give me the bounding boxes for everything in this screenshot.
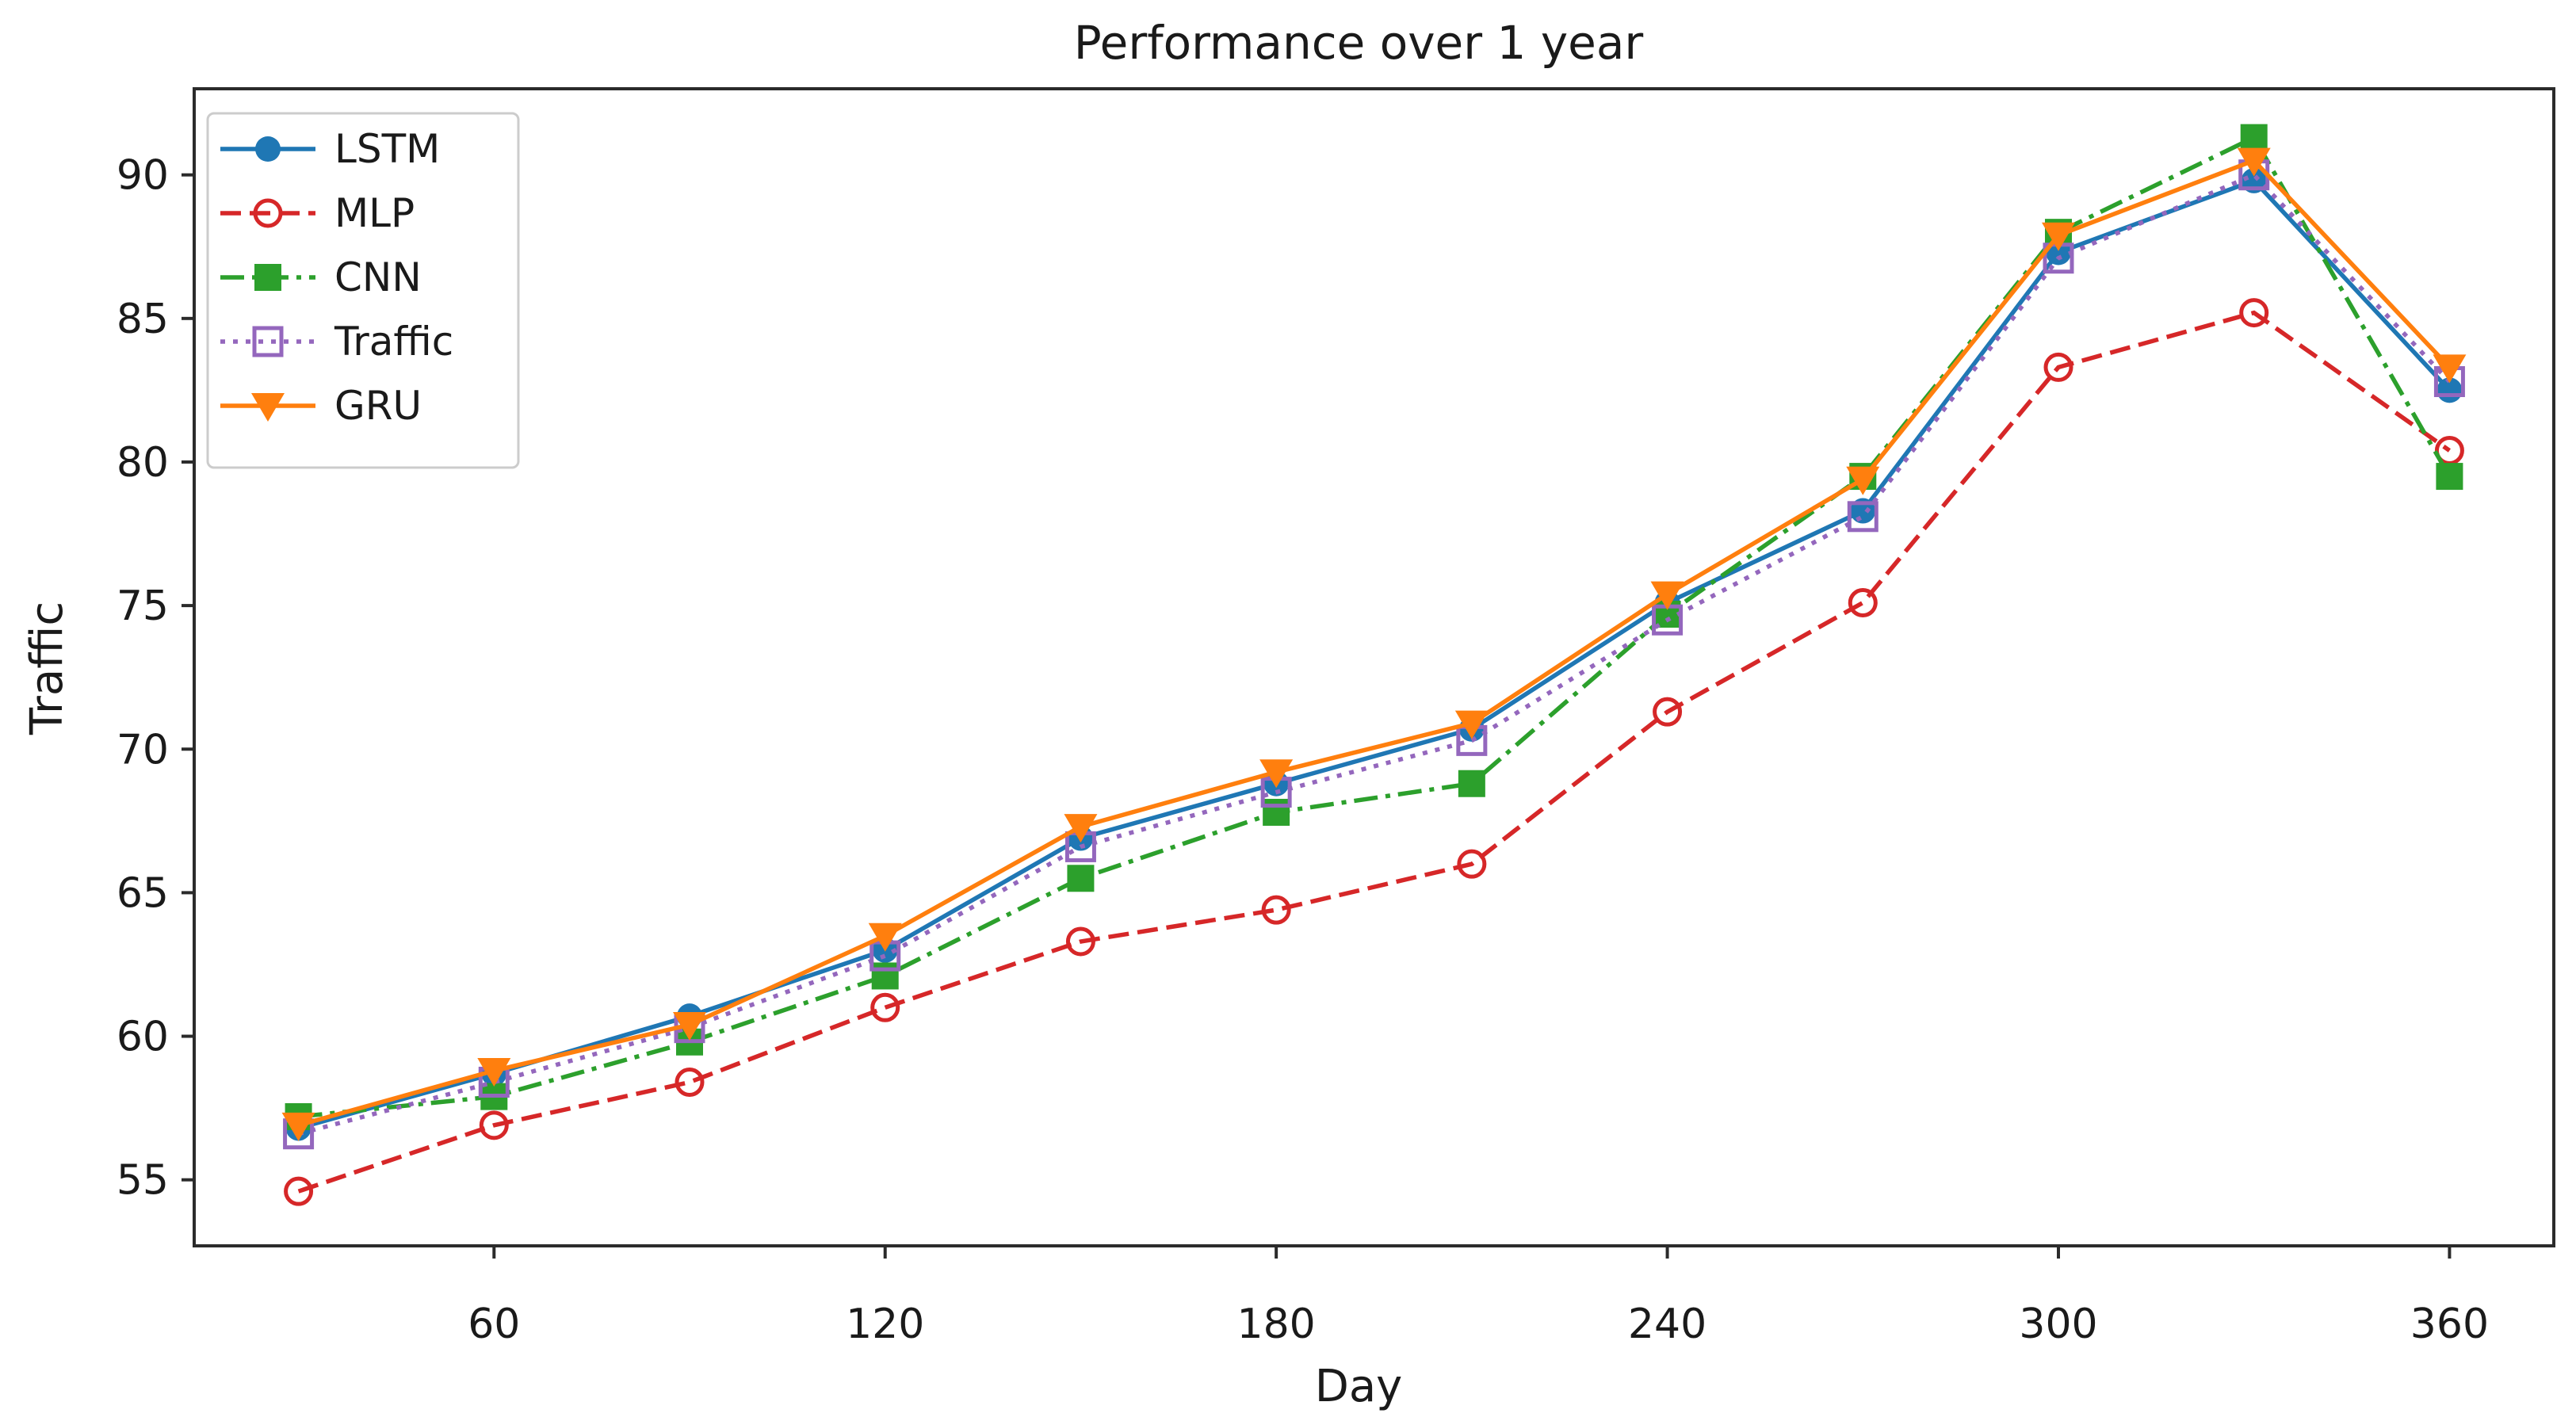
LSTM-marker <box>255 136 281 162</box>
x-tick-label: 180 <box>1237 1301 1316 1348</box>
CNN-marker <box>1263 798 1290 826</box>
legend-label-MLP: MLP <box>334 190 415 236</box>
GRU-marker <box>281 1112 315 1141</box>
GRU-marker <box>1650 581 1684 610</box>
y-tick-label: 60 <box>117 1014 169 1061</box>
CNN-marker <box>1067 865 1095 892</box>
y-tick-label: 90 <box>117 152 169 200</box>
x-tick-label: 240 <box>1628 1301 1707 1348</box>
GRU-marker <box>1064 814 1098 843</box>
y-tick-label: 55 <box>117 1157 169 1205</box>
GRU-marker <box>2237 147 2271 177</box>
GRU-marker <box>1454 710 1489 739</box>
CNN-line <box>298 135 2452 1119</box>
CNN-marker <box>2240 124 2268 151</box>
Traffic-line <box>297 172 2452 1136</box>
y-tick-label: 75 <box>117 583 169 630</box>
MLP-marker <box>675 1067 705 1097</box>
y-tick-label: 80 <box>117 439 169 487</box>
GRU-marker <box>2041 222 2075 251</box>
legend-label-GRU: GRU <box>334 383 422 429</box>
GRU-marker <box>2433 354 2467 384</box>
GRU-marker <box>251 393 285 422</box>
GRU-marker <box>868 923 902 952</box>
x-tick-label: 120 <box>846 1301 924 1348</box>
x-axis-label: Day <box>1315 1361 1403 1412</box>
y-tick-label: 85 <box>117 296 169 343</box>
legend-label-LSTM: LSTM <box>334 126 440 172</box>
MLP-marker <box>1065 926 1095 957</box>
MLP-marker <box>2043 352 2073 382</box>
MLP-marker <box>870 992 900 1022</box>
MLP-marker <box>2239 298 2269 328</box>
x-tick-label: 360 <box>2410 1301 2489 1348</box>
y-axis-label: Traffic <box>21 602 73 735</box>
LSTM-line <box>297 178 2452 1131</box>
y-tick-label: 65 <box>117 869 169 917</box>
GRU-marker <box>477 1058 511 1087</box>
MLP-marker <box>1653 697 1683 727</box>
legend-box <box>206 112 520 469</box>
legend-label-CNN: CNN <box>334 254 422 300</box>
GRU-marker <box>673 1012 707 1041</box>
MLP-marker <box>479 1110 509 1140</box>
chart-title: Performance over 1 year <box>1074 16 1644 70</box>
MLP-marker <box>1261 895 1291 925</box>
MLP-line <box>297 310 2451 1194</box>
legend-label-Traffic: Traffic <box>334 319 453 365</box>
CNN-marker <box>254 264 281 291</box>
GRU-marker <box>1259 759 1294 789</box>
axes-spines <box>193 87 2555 1247</box>
CNN-marker <box>871 962 899 990</box>
MLP-marker <box>253 198 283 228</box>
GRU-marker <box>1846 466 1880 495</box>
MLP-marker <box>1457 849 1487 879</box>
CNN-marker <box>1458 770 1485 797</box>
CNN-marker <box>2436 463 2463 491</box>
y-tick-label: 70 <box>117 726 169 774</box>
x-tick-label: 60 <box>468 1301 520 1348</box>
x-tick-label: 300 <box>2019 1301 2097 1348</box>
GRU-line <box>297 158 2452 1128</box>
MLP-marker <box>1848 587 1878 617</box>
Traffic-marker <box>1847 501 1878 533</box>
Traffic-marker <box>252 326 284 357</box>
MLP-marker <box>284 1176 314 1206</box>
